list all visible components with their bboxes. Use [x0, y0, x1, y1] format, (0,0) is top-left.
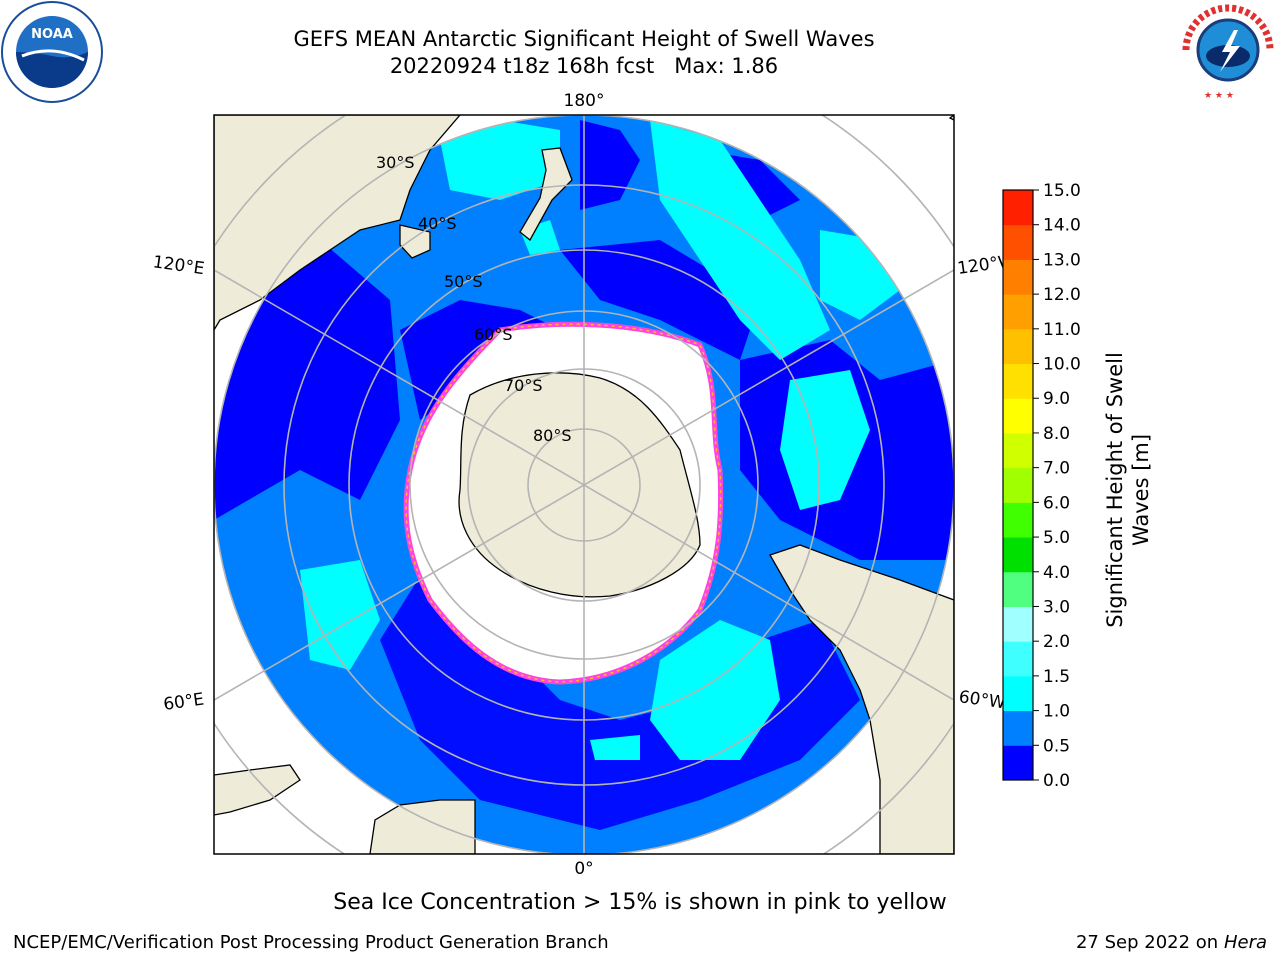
lat-label-70s: 70°S — [504, 376, 543, 395]
map-subtitle: 20220924 t18z 168h fcst Max: 1.86 — [389, 54, 779, 78]
colorbar-tick-label: 0.5 — [1043, 736, 1070, 756]
colorbar-tick-label: 12.0 — [1043, 285, 1081, 305]
colorbar-segment — [1003, 398, 1033, 434]
svg-text:★ ★ ★: ★ ★ ★ — [1204, 91, 1234, 101]
colorbar-label: Significant Height of Swell Waves [m] — [1098, 270, 1158, 710]
lat-label-50s: 50°S — [444, 272, 483, 291]
colorbar-tick-label: 14.0 — [1043, 216, 1081, 236]
colorbar-tick-label: 1.0 — [1043, 702, 1070, 722]
colorbar-segment — [1003, 467, 1033, 503]
colorbar-tick-label: 1.5 — [1043, 667, 1070, 687]
colorbar-segment — [1003, 606, 1033, 642]
colorbar-tick-label: 4.0 — [1043, 563, 1070, 583]
footer-machine: Hera — [1223, 932, 1267, 953]
colorbar-segment — [1003, 294, 1033, 330]
colorbar-tick-label: 13.0 — [1043, 250, 1081, 270]
colorbar-segment — [1003, 675, 1033, 712]
nws-logo-icon: ★ ★ ★ — [1182, 4, 1274, 101]
colorbar-segment — [1003, 537, 1033, 573]
colorbar-segment — [1003, 432, 1033, 469]
colorbar-segment — [1003, 710, 1033, 746]
colorbar-segment — [1003, 190, 1033, 226]
colorbar-label-line2: Waves [m] — [1129, 433, 1153, 547]
colorbar-tick-label: 9.0 — [1043, 389, 1070, 409]
colorbar-segment — [1003, 571, 1033, 607]
colorbar-tick-label: 0.0 — [1043, 771, 1070, 790]
colorbar: 0.0 0.5 1.0 1.5 2.0 3.0 4.0 5.0 6.0 7.0 8.0 9.0 10.0… — [1002, 181, 1081, 790]
noaa-logo-icon: NOAA — [1, 1, 103, 103]
lon-label-180: 180° — [564, 91, 605, 111]
map-frame — [213, 114, 955, 855]
sea-ice-note: Sea Ice Concentration > 15% is shown in … — [333, 890, 947, 915]
footer-date-text: 27 Sep 2022 on — [1075, 932, 1219, 953]
svg-text:NOAA: NOAA — [31, 27, 73, 42]
colorbar-segment — [1003, 745, 1033, 781]
footer-branch: NCEP/EMC/Verification Post Processing Pr… — [13, 932, 609, 953]
colorbar-segment — [1003, 328, 1033, 365]
map-title: GEFS MEAN Antarctic Significant Height o… — [293, 27, 875, 51]
colorbar-tick-label: 15.0 — [1043, 181, 1081, 201]
colorbar-tick-label: 7.0 — [1043, 459, 1070, 479]
colorbar-frame — [1002, 189, 1034, 781]
colorbar-label-line1: Significant Height of Swell — [1103, 352, 1127, 628]
colorbar-segment — [1003, 224, 1033, 260]
colorbar-tick-label: 2.0 — [1043, 632, 1070, 652]
lon-label-0: 0° — [574, 859, 593, 879]
colorbar-tick-label: 10.0 — [1043, 355, 1081, 375]
colorbar-tick-label: 11.0 — [1043, 320, 1081, 340]
colorbar-tick-label: 6.0 — [1043, 493, 1070, 513]
lat-label-30s: 30°S — [376, 153, 415, 172]
colorbar-segment — [1003, 259, 1033, 295]
colorbar-segment — [1003, 641, 1033, 677]
colorbar-tick-label: 3.0 — [1043, 597, 1070, 617]
colorbar-segment — [1003, 363, 1033, 399]
colorbar-segment — [1003, 502, 1033, 538]
lat-label-60s: 60°S — [474, 325, 513, 344]
lat-label-80s: 80°S — [533, 426, 572, 445]
colorbar-tick-label: 5.0 — [1043, 528, 1070, 548]
lon-label-60e: 60°E — [162, 690, 205, 715]
footer-date: 27 Sep 2022 on Hera — [1076, 932, 1267, 953]
colorbar-tick-label: 8.0 — [1043, 424, 1070, 444]
lon-label-120e: 120°E — [152, 252, 206, 279]
lat-label-40s: 40°S — [418, 214, 457, 233]
